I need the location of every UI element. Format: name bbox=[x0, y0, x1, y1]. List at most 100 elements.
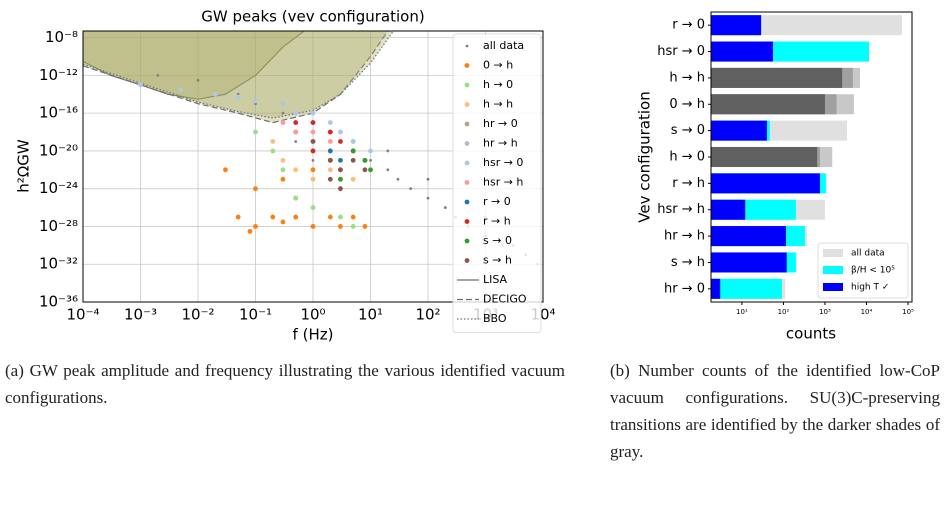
y-tick-label: 10⁻⁸ bbox=[45, 28, 78, 46]
y-tick-label: 10⁻²⁸ bbox=[39, 217, 78, 235]
point bbox=[280, 157, 286, 163]
bar bbox=[711, 67, 843, 88]
x-tick-label: 10⁰ bbox=[300, 306, 325, 324]
bar bbox=[711, 199, 746, 220]
legend-marker bbox=[464, 258, 470, 263]
legend-label: DECIGO bbox=[483, 293, 527, 306]
legend-label: r → h bbox=[483, 215, 511, 228]
bar bbox=[711, 226, 786, 247]
bar bbox=[711, 173, 820, 194]
y-tick-label: 10⁻¹² bbox=[39, 66, 78, 84]
point bbox=[338, 214, 343, 220]
point bbox=[253, 224, 258, 229]
y-tick-label: s → h bbox=[671, 255, 705, 270]
y-tick-label: hr → 0 bbox=[664, 281, 705, 296]
y-tick-label: r → h bbox=[672, 176, 705, 191]
bar bbox=[711, 252, 787, 273]
point bbox=[223, 167, 228, 173]
point bbox=[280, 167, 286, 173]
point bbox=[386, 168, 390, 172]
point bbox=[270, 148, 276, 154]
y-tick-label: h → h bbox=[669, 70, 705, 85]
bar bbox=[711, 278, 721, 299]
point bbox=[253, 186, 258, 192]
point bbox=[369, 158, 372, 162]
y-tick-label: h → 0 bbox=[669, 150, 705, 165]
caption: (a) GW peak amplitude and frequency illu… bbox=[5, 361, 565, 407]
legend-marker bbox=[464, 121, 470, 127]
plot-area bbox=[83, 31, 539, 266]
y-tick-label: hr → h bbox=[664, 229, 705, 244]
point bbox=[293, 214, 299, 220]
legend-label: β/H < 10⁵ bbox=[851, 266, 895, 276]
point bbox=[138, 82, 143, 88]
point bbox=[338, 224, 343, 229]
legend-label: h → h bbox=[483, 98, 513, 111]
legend-label: h → 0 bbox=[483, 78, 513, 91]
y-tick-label: 10⁻³² bbox=[39, 255, 78, 273]
point bbox=[281, 111, 285, 115]
legend-marker bbox=[464, 141, 470, 146]
bar bbox=[711, 278, 782, 299]
x-tick-label: 10³ bbox=[819, 308, 831, 316]
point bbox=[327, 120, 333, 125]
point bbox=[293, 167, 299, 173]
legend-label: 0 → h bbox=[483, 59, 513, 72]
y-tick-label: hsr → 0 bbox=[657, 44, 705, 59]
legend-label: hsr → 0 bbox=[483, 156, 523, 169]
point bbox=[327, 157, 333, 163]
point bbox=[280, 176, 286, 182]
sensitivity-curve bbox=[83, 31, 394, 119]
point bbox=[327, 176, 333, 182]
point bbox=[396, 177, 400, 181]
point bbox=[426, 177, 430, 181]
legend-marker bbox=[464, 199, 470, 205]
bar bbox=[711, 94, 825, 115]
plot-frame bbox=[710, 11, 913, 303]
x-tick-label: 10² bbox=[415, 306, 440, 324]
point bbox=[362, 157, 368, 163]
y-tick-label: s → 0 bbox=[671, 123, 705, 138]
point bbox=[212, 91, 218, 97]
y-tick-label: 10⁻²⁰ bbox=[39, 141, 78, 159]
legend-marker bbox=[464, 160, 470, 166]
point bbox=[293, 195, 299, 201]
point bbox=[350, 148, 356, 154]
figure: 10⁻⁴ 10⁻³ 10⁻² 10⁻¹ 10⁰ 10¹ 10² 10³ 10⁴ 10⁻⁸ 10⁻¹²… bbox=[15, 8, 915, 344]
legend-box bbox=[452, 33, 542, 333]
point bbox=[293, 120, 299, 125]
point bbox=[270, 139, 276, 144]
point bbox=[156, 73, 160, 77]
point bbox=[310, 120, 316, 125]
point bbox=[350, 214, 356, 220]
bar bbox=[711, 120, 767, 141]
point bbox=[247, 228, 253, 234]
point bbox=[327, 167, 333, 173]
y-tick-label: 0 → h bbox=[669, 97, 705, 112]
point bbox=[280, 120, 286, 125]
point bbox=[327, 129, 333, 135]
point bbox=[362, 167, 368, 173]
bar bbox=[711, 15, 762, 36]
x-axis-label: f (Hz) bbox=[293, 326, 334, 344]
point bbox=[253, 129, 258, 135]
point bbox=[350, 139, 356, 144]
point bbox=[310, 148, 316, 154]
x-tick-label: 10⁻² bbox=[181, 306, 214, 324]
point bbox=[443, 206, 447, 209]
point bbox=[310, 176, 316, 182]
point bbox=[310, 110, 316, 116]
point bbox=[350, 176, 356, 182]
legend-label: s → h bbox=[483, 254, 512, 267]
point bbox=[310, 139, 316, 144]
legend-label: hr → 0 bbox=[483, 117, 518, 130]
legend-swatch bbox=[823, 249, 843, 257]
x-tick-label: 10² bbox=[778, 308, 790, 316]
point bbox=[368, 167, 373, 173]
point bbox=[426, 196, 430, 200]
legend-marker bbox=[464, 82, 470, 88]
point bbox=[310, 129, 316, 135]
point bbox=[338, 129, 343, 135]
point bbox=[253, 98, 258, 104]
